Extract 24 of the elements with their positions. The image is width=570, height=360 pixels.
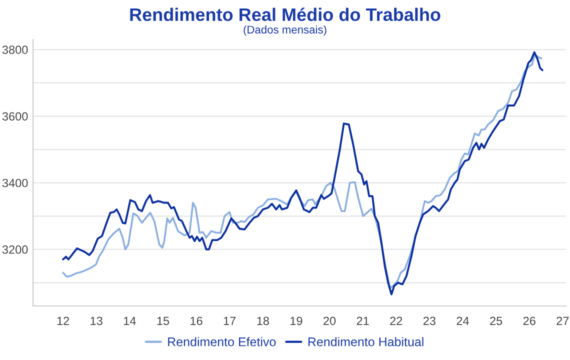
x-tick-label: 21 xyxy=(356,316,369,325)
x-tick-label: 20 xyxy=(324,316,336,326)
x-tick-label: 19 xyxy=(290,316,302,326)
x-tick-label: 24 xyxy=(456,316,469,325)
legend-label: Rendimento Efetivo xyxy=(168,337,276,346)
chart-title: Rendimento Real Médio do Trabalho xyxy=(130,8,440,22)
x-tick-label: 18 xyxy=(257,316,269,326)
x-tick-label: 13 xyxy=(90,316,102,326)
x-tick-label: 25 xyxy=(490,316,502,326)
x-tick-label: 12 xyxy=(57,316,70,325)
x-tick-label: 23 xyxy=(423,316,436,326)
y-tick-label: 3600 xyxy=(2,112,28,121)
x-tick-label: 17 xyxy=(224,316,236,325)
y-tick-label: 3800 xyxy=(2,46,28,54)
chart-subtitle: (Dados mensais) xyxy=(244,25,326,36)
y-tick-label: 3400 xyxy=(2,178,28,188)
y-tick-label: 3200 xyxy=(2,245,28,254)
x-tick-label: 27 xyxy=(556,316,569,325)
legend-label: Rendimento Habitual xyxy=(308,337,424,346)
x-tick-label: 26 xyxy=(523,316,536,326)
x-tick-label: 22 xyxy=(390,316,402,325)
x-tick-label: 15 xyxy=(157,316,170,326)
x-tick-label: 16 xyxy=(190,316,202,326)
x-tick-label: 14 xyxy=(124,316,136,325)
